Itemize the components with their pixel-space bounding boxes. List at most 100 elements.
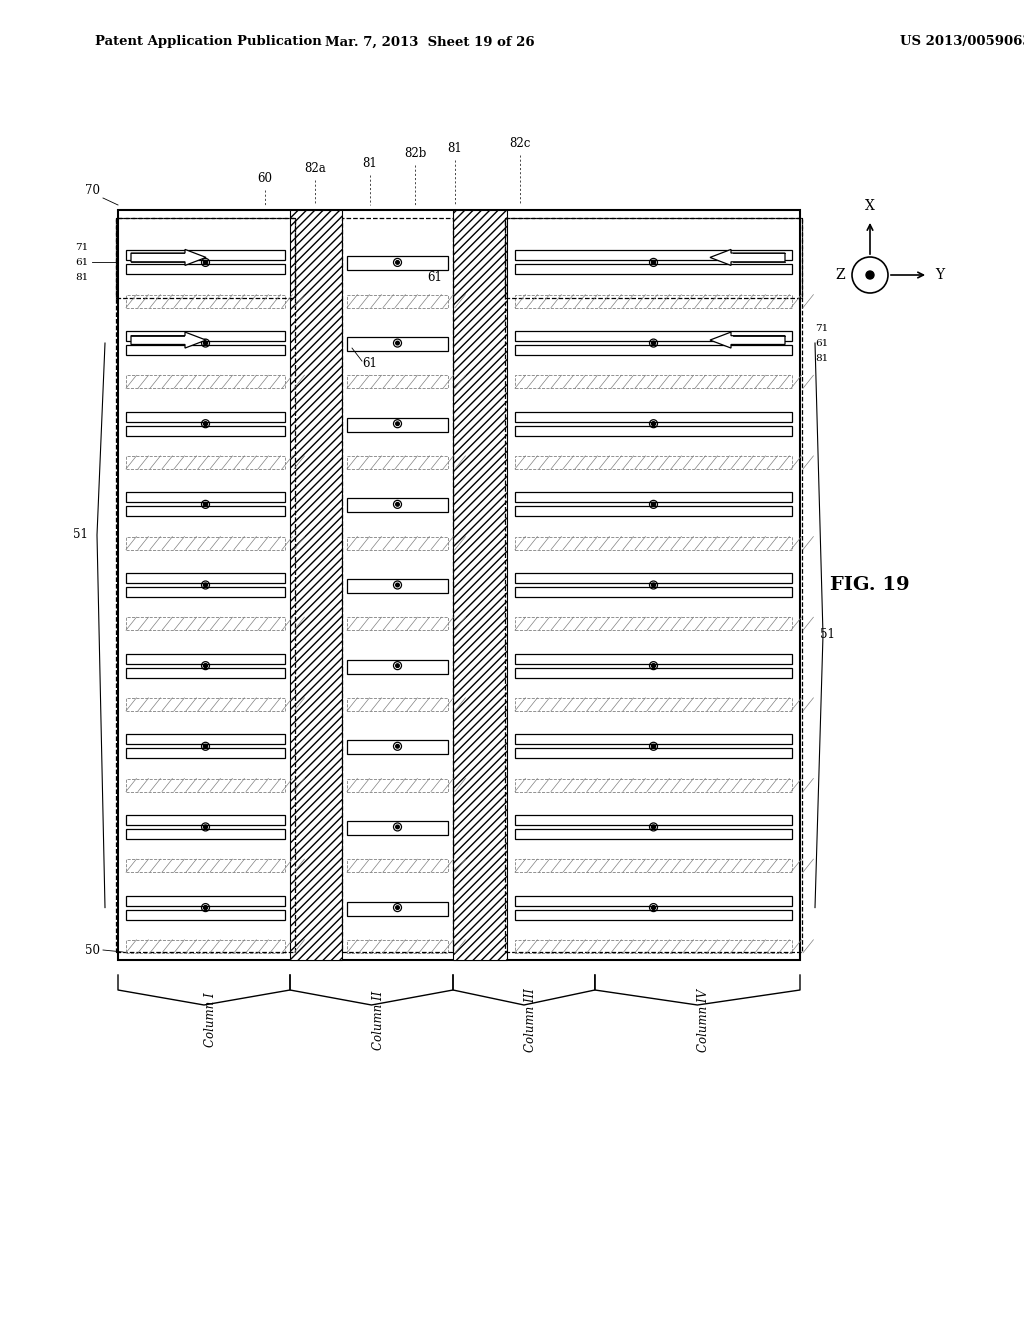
Text: Column III: Column III: [524, 989, 537, 1052]
Text: 71: 71: [815, 323, 828, 333]
Bar: [347, 821, 449, 836]
Bar: [126, 345, 285, 355]
Bar: [505, 218, 802, 952]
Bar: [126, 814, 285, 825]
Bar: [126, 573, 285, 583]
Bar: [515, 618, 792, 630]
Bar: [347, 940, 449, 953]
Bar: [126, 734, 285, 744]
FancyArrow shape: [710, 249, 785, 265]
Circle shape: [204, 906, 208, 909]
Bar: [116, 218, 295, 952]
Circle shape: [651, 744, 655, 748]
Bar: [347, 417, 449, 432]
Bar: [515, 573, 792, 583]
FancyArrow shape: [131, 249, 206, 265]
Bar: [515, 748, 792, 758]
Bar: [126, 492, 285, 503]
Circle shape: [395, 583, 399, 587]
Bar: [126, 294, 285, 308]
Bar: [515, 507, 792, 516]
Text: 60: 60: [257, 172, 272, 185]
Bar: [126, 375, 285, 388]
Circle shape: [395, 825, 399, 829]
Circle shape: [395, 422, 399, 425]
Bar: [515, 251, 792, 260]
Circle shape: [204, 503, 208, 507]
Circle shape: [651, 503, 655, 507]
Text: Mar. 7, 2013  Sheet 19 of 26: Mar. 7, 2013 Sheet 19 of 26: [326, 36, 535, 49]
Circle shape: [866, 271, 874, 279]
Circle shape: [204, 260, 208, 264]
Text: 51: 51: [73, 528, 88, 541]
Bar: [515, 734, 792, 744]
Bar: [118, 210, 800, 960]
Text: Column IV: Column IV: [697, 989, 711, 1052]
Circle shape: [651, 260, 655, 264]
Bar: [126, 859, 285, 873]
Text: Z: Z: [836, 268, 845, 282]
Bar: [126, 895, 285, 906]
Circle shape: [395, 260, 399, 264]
Bar: [126, 909, 285, 920]
Circle shape: [651, 341, 655, 345]
Text: X: X: [865, 199, 874, 213]
Bar: [126, 829, 285, 840]
Circle shape: [651, 825, 655, 829]
Text: Patent Application Publication: Patent Application Publication: [95, 36, 322, 49]
Bar: [515, 859, 792, 873]
Bar: [515, 426, 792, 436]
Bar: [515, 536, 792, 549]
Bar: [515, 455, 792, 469]
Bar: [515, 412, 792, 421]
Circle shape: [395, 664, 399, 668]
Bar: [126, 618, 285, 630]
Bar: [347, 859, 449, 873]
Bar: [515, 492, 792, 503]
Bar: [347, 698, 449, 711]
Bar: [347, 499, 449, 512]
Text: 81: 81: [362, 157, 378, 170]
Text: 82b: 82b: [403, 147, 426, 160]
Bar: [515, 829, 792, 840]
Bar: [126, 779, 285, 792]
Text: 81: 81: [815, 354, 828, 363]
Circle shape: [395, 342, 399, 345]
Circle shape: [651, 664, 655, 668]
Bar: [515, 375, 792, 388]
Text: 81: 81: [447, 143, 463, 154]
Circle shape: [395, 744, 399, 748]
Circle shape: [204, 583, 208, 587]
Bar: [347, 741, 449, 754]
Bar: [126, 455, 285, 469]
Circle shape: [395, 906, 399, 909]
Bar: [453, 210, 507, 960]
Bar: [126, 426, 285, 436]
Bar: [126, 507, 285, 516]
Text: 51: 51: [820, 628, 835, 642]
Bar: [515, 698, 792, 711]
Text: 82c: 82c: [509, 137, 530, 150]
Bar: [347, 618, 449, 630]
FancyArrow shape: [710, 333, 785, 348]
Bar: [126, 653, 285, 664]
Bar: [126, 264, 285, 275]
Circle shape: [651, 906, 655, 909]
Bar: [347, 902, 449, 916]
Bar: [347, 337, 449, 351]
Text: Column II: Column II: [372, 990, 384, 1049]
Bar: [505, 218, 802, 298]
Bar: [347, 256, 449, 271]
Text: 61: 61: [815, 338, 828, 347]
Text: 61: 61: [75, 257, 88, 267]
Text: 50: 50: [85, 944, 100, 957]
Bar: [515, 653, 792, 664]
Text: 81: 81: [75, 273, 88, 282]
Bar: [347, 455, 449, 469]
Bar: [126, 698, 285, 711]
Circle shape: [395, 503, 399, 506]
Bar: [515, 779, 792, 792]
Text: 61: 61: [427, 271, 442, 284]
Bar: [290, 210, 342, 960]
Circle shape: [204, 421, 208, 426]
